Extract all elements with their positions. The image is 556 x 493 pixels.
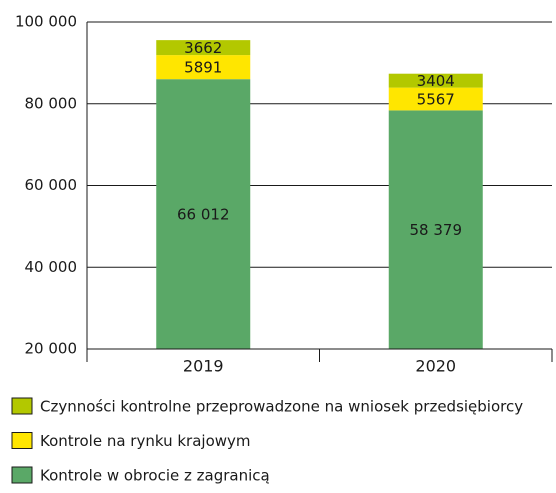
legend-swatch — [11, 466, 33, 484]
y-tick-label: 80 000 — [25, 94, 78, 112]
legend-label: Kontrole na rynku krajowym — [40, 432, 251, 450]
legend-label: Kontrole w obrocie z zagranicą — [40, 467, 270, 485]
bar-segment — [388, 73, 483, 88]
data-label: 66 012 — [177, 206, 230, 224]
data-label: 3662 — [184, 39, 222, 57]
data-label: 3404 — [417, 72, 455, 90]
bar-segment — [156, 40, 251, 56]
bar-segment — [156, 79, 251, 349]
data-label: 5567 — [417, 90, 455, 108]
y-tick-label: 60 000 — [25, 176, 78, 194]
y-tick-label: 20 000 — [25, 340, 78, 358]
legend-swatch — [11, 432, 33, 449]
bar-segment — [388, 110, 483, 349]
y-tick-label: 40 000 — [25, 258, 78, 276]
data-label: 58 379 — [410, 221, 463, 239]
x-tick-label: 2019 — [183, 357, 224, 376]
bar-segment — [388, 87, 483, 111]
y-tick-label: 100 000 — [15, 13, 77, 31]
legend-swatch — [11, 397, 33, 415]
x-tick-label: 2020 — [415, 357, 456, 376]
bar-segment — [156, 55, 251, 80]
legend-label: Czynności kontrolne przeprowadzone na wn… — [40, 398, 523, 416]
data-label: 5891 — [184, 59, 222, 77]
